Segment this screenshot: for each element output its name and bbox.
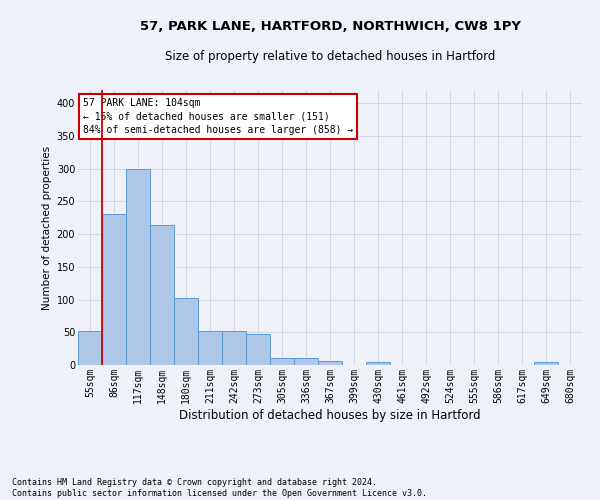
Text: 57, PARK LANE, HARTFORD, NORTHWICH, CW8 1PY: 57, PARK LANE, HARTFORD, NORTHWICH, CW8 …	[139, 20, 521, 33]
Text: 57 PARK LANE: 104sqm
← 15% of detached houses are smaller (151)
84% of semi-deta: 57 PARK LANE: 104sqm ← 15% of detached h…	[83, 98, 353, 134]
Bar	[198, 331, 222, 365]
Bar	[222, 331, 246, 365]
Bar	[318, 361, 342, 365]
Bar	[270, 358, 294, 365]
Text: Size of property relative to detached houses in Hartford: Size of property relative to detached ho…	[165, 50, 495, 63]
Bar	[366, 362, 390, 365]
Bar	[150, 225, 174, 365]
Bar	[174, 298, 198, 365]
Text: Contains HM Land Registry data © Crown copyright and database right 2024.
Contai: Contains HM Land Registry data © Crown c…	[12, 478, 427, 498]
Y-axis label: Number of detached properties: Number of detached properties	[43, 146, 52, 310]
Bar	[78, 331, 102, 365]
Bar	[294, 358, 318, 365]
Bar	[534, 362, 558, 365]
Bar	[246, 334, 270, 365]
Bar	[126, 168, 150, 365]
Bar	[102, 214, 126, 365]
X-axis label: Distribution of detached houses by size in Hartford: Distribution of detached houses by size …	[179, 408, 481, 422]
